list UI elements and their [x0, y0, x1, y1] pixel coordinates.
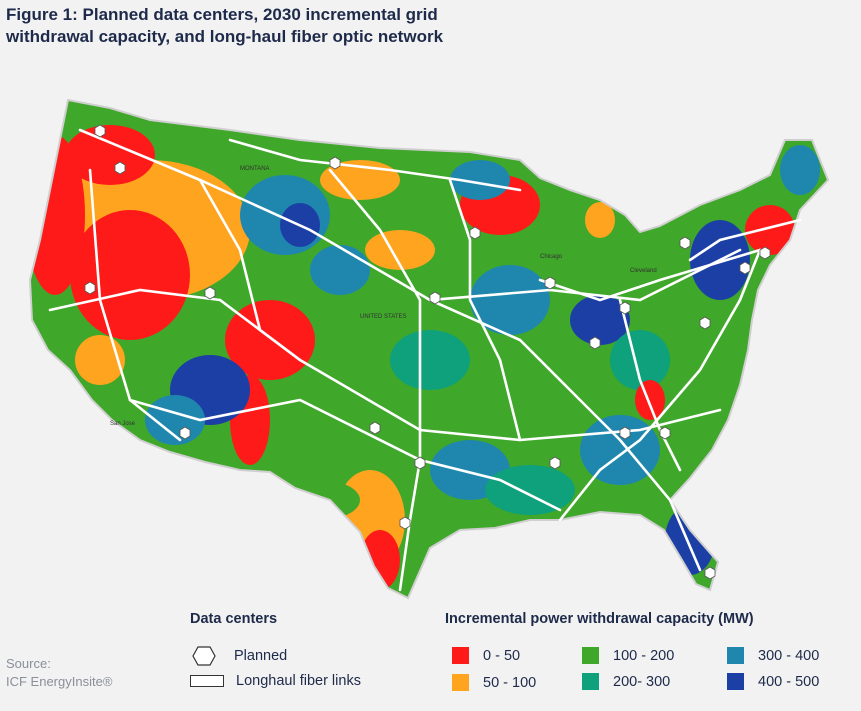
legend-bin-5: 400 - 500 — [727, 673, 819, 690]
legend-bin-2-swatch — [582, 647, 599, 664]
legend-bin-0-swatch — [452, 647, 469, 664]
label-chicago: Chicago — [540, 254, 563, 260]
us-outline — [28, 98, 830, 600]
label-san-jose: San Jose — [110, 421, 136, 427]
legend-bin-4-label: 300 - 400 — [758, 647, 820, 664]
source-label: Source: — [6, 656, 51, 671]
us-map-svg: MONTANA UNITED STATES Chicago Cleveland … — [28, 98, 830, 600]
hexagon-icon — [192, 646, 216, 666]
legend-bin-2-label: 100 - 200 — [613, 647, 675, 664]
us-map: MONTANA UNITED STATES Chicago Cleveland … — [0, 60, 861, 610]
legend-fiber-label: Longhaul fiber links — [236, 673, 361, 689]
legend-planned: Planned — [192, 646, 287, 666]
legend-bin-3: 200- 300 — [582, 673, 670, 690]
legend-data-centers-title: Data centers — [190, 611, 278, 627]
legend-bin-1-swatch — [452, 674, 469, 691]
legend-bin-0-label: 0 - 50 — [483, 647, 521, 664]
legend-bin-5-swatch — [727, 673, 744, 690]
data-center-markers — [84, 124, 771, 580]
legend-bin-3-swatch — [582, 673, 599, 690]
source-name: ICF EnergyInsite® — [6, 674, 113, 689]
source-note: Source: ICF EnergyInsite® — [6, 655, 112, 691]
legend-capacity-title: Incremental power withdrawal capacity (M… — [445, 611, 754, 627]
figure-title-line-1: Figure 1: Planned data centers, 2030 inc… — [6, 5, 438, 24]
legend-bin-1-label: 50 - 100 — [483, 674, 537, 691]
legend-bin-3-label: 200- 300 — [613, 673, 671, 690]
capacity-layer — [30, 100, 828, 598]
label-united-states: UNITED STATES — [360, 314, 406, 320]
fiber-line-icon — [190, 675, 224, 687]
legend-bin-1: 50 - 100 — [452, 674, 536, 691]
legend-fiber: Longhaul fiber links — [190, 673, 361, 689]
label-cleveland: Cleveland — [630, 268, 657, 274]
figure-title-line-2: withdrawal capacity, and long-haul fiber… — [6, 27, 444, 46]
legend-bin-4-swatch — [727, 647, 744, 664]
legend-planned-label: Planned — [234, 648, 288, 664]
label-montana: MONTANA — [240, 166, 270, 172]
legend-bin-0: 0 - 50 — [452, 647, 520, 664]
legend-bin-2: 100 - 200 — [582, 647, 674, 664]
legend-bin-4: 300 - 400 — [727, 647, 819, 664]
figure-title: Figure 1: Planned data centers, 2030 inc… — [6, 4, 443, 48]
legend-bin-5-label: 400 - 500 — [758, 673, 820, 690]
